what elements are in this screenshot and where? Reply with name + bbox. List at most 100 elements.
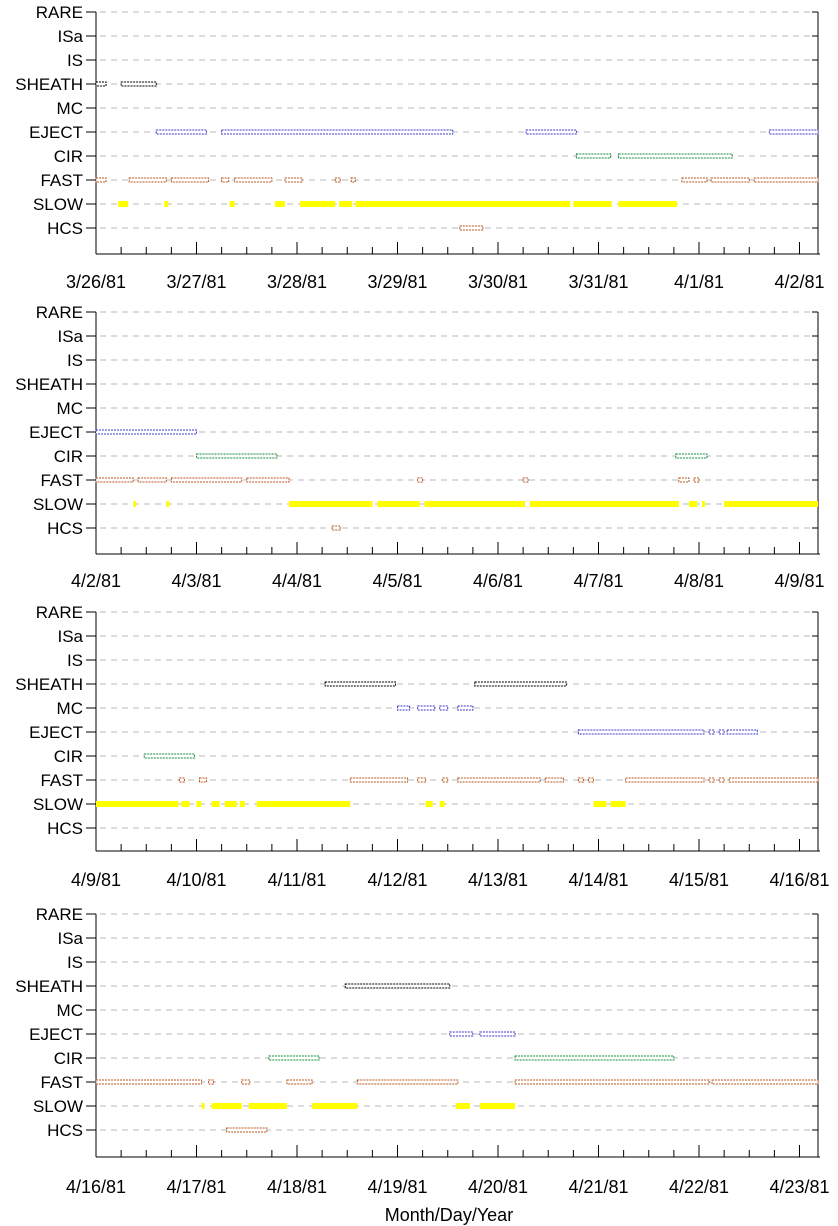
y-tick-label-rare: RARE — [36, 3, 83, 22]
x-tick-label: 3/28/81 — [267, 272, 327, 292]
slow-interval — [724, 501, 818, 507]
fast-interval — [350, 177, 356, 183]
x-tick-label: 4/2/81 — [774, 272, 824, 292]
x-tick-label: 4/9/81 — [774, 571, 824, 591]
hcs-interval — [331, 525, 341, 531]
slow-interval — [610, 801, 626, 807]
x-tick-label: 4/5/81 — [372, 571, 422, 591]
x-tick-label: 4/16/81 — [769, 870, 829, 890]
y-tick-label-mc: MC — [57, 99, 83, 118]
fast-interval — [457, 777, 541, 783]
fast-interval — [718, 777, 725, 783]
slow-interval — [702, 501, 706, 507]
sheath-interval — [344, 983, 451, 989]
eject-interval — [95, 429, 197, 435]
fast-interval — [577, 777, 584, 783]
y-tick-label-fast: FAST — [40, 1073, 83, 1092]
fast-interval — [681, 177, 708, 183]
panel-1: RARE ISa IS SHEATH MC EJECT CIR FAST SLOW HCS 3/26… — [15, 3, 824, 292]
cir-interval — [196, 453, 278, 459]
slow-interval — [424, 501, 526, 507]
fast-interval — [356, 1079, 459, 1085]
y-tick-label-rare: RARE — [36, 603, 83, 622]
eject-interval — [718, 729, 725, 735]
cir-interval — [618, 153, 733, 159]
cir-interval — [675, 453, 708, 459]
fast-interval — [199, 777, 208, 783]
fast-interval — [544, 777, 564, 783]
fast-interval — [417, 777, 427, 783]
slow-interval — [196, 801, 202, 807]
slow-interval — [355, 201, 571, 207]
mc-interval — [397, 705, 411, 711]
y-tick-label-rare: RARE — [36, 303, 83, 322]
fast-interval — [334, 177, 341, 183]
y-tick-label-is: IS — [67, 651, 83, 670]
y-tick-label-fast: FAST — [40, 771, 83, 790]
eject-interval — [221, 129, 454, 135]
fast-interval — [678, 477, 690, 483]
fast-interval — [241, 1079, 251, 1085]
x-tick-label: 4/17/81 — [166, 1177, 226, 1197]
fast-interval — [625, 777, 705, 783]
slow-interval — [211, 1103, 242, 1109]
fast-interval — [514, 1079, 710, 1085]
y-tick-label-sheath: SHEATH — [15, 675, 83, 694]
x-tick-label: 4/16/81 — [66, 1177, 126, 1197]
mc-interval — [417, 705, 436, 711]
y-tick-label-eject: EJECT — [29, 1025, 83, 1044]
y-tick-label-hcs: HCS — [47, 519, 83, 538]
slow-interval — [229, 201, 235, 207]
cir-interval — [514, 1055, 675, 1061]
x-tick-label: 4/19/81 — [367, 1177, 427, 1197]
x-tick-label: 4/12/81 — [367, 870, 427, 890]
fast-interval — [178, 777, 185, 783]
x-tick-label: 4/13/81 — [468, 870, 528, 890]
x-tick-label: 4/21/81 — [568, 1177, 628, 1197]
slow-interval — [256, 801, 351, 807]
y-tick-label-cir: CIR — [54, 147, 83, 166]
eject-interval — [577, 729, 705, 735]
y-tick-label-eject: EJECT — [29, 723, 83, 742]
fast-interval — [417, 477, 424, 483]
eject-interval — [726, 729, 758, 735]
slow-interval — [274, 201, 285, 207]
x-tick-label: 4/23/81 — [769, 1177, 829, 1197]
y-tick-label-isa: ISa — [57, 27, 83, 46]
y-tick-label-cir: CIR — [54, 747, 83, 766]
y-tick-label-is: IS — [67, 51, 83, 70]
x-tick-label: 3/30/81 — [468, 272, 528, 292]
x-tick-label: 4/20/81 — [468, 1177, 528, 1197]
slow-interval — [479, 1103, 516, 1109]
slow-interval — [573, 201, 612, 207]
fast-interval — [284, 177, 303, 183]
mc-interval — [457, 705, 474, 711]
slow-interval — [377, 501, 420, 507]
slow-interval — [288, 501, 373, 507]
slow-interval — [224, 801, 237, 807]
y-tick-label-is: IS — [67, 953, 83, 972]
slow-interval — [425, 801, 433, 807]
y-tick-label-slow: SLOW — [33, 795, 83, 814]
fast-interval — [693, 477, 700, 483]
x-tick-label: 4/18/81 — [267, 1177, 327, 1197]
x-tick-label: 4/9/81 — [71, 870, 121, 890]
y-tick-label-mc: MC — [57, 399, 83, 418]
slow-interval — [239, 801, 245, 807]
slow-interval — [96, 801, 179, 807]
x-tick-label: 3/29/81 — [367, 272, 427, 292]
eject-interval — [449, 1031, 474, 1037]
x-axis-title: Month/Day/Year — [385, 1205, 513, 1225]
y-tick-label-isa: ISa — [57, 327, 83, 346]
y-tick-label-isa: ISa — [57, 627, 83, 646]
fast-interval — [170, 177, 210, 183]
sheath-interval — [474, 681, 567, 687]
fast-interval — [442, 777, 449, 783]
slow-interval — [211, 801, 220, 807]
fast-interval — [95, 177, 107, 183]
y-tick-label-cir: CIR — [54, 447, 83, 466]
fast-interval — [349, 777, 409, 783]
x-tick-label: 3/27/81 — [166, 272, 226, 292]
fast-interval — [170, 477, 243, 483]
